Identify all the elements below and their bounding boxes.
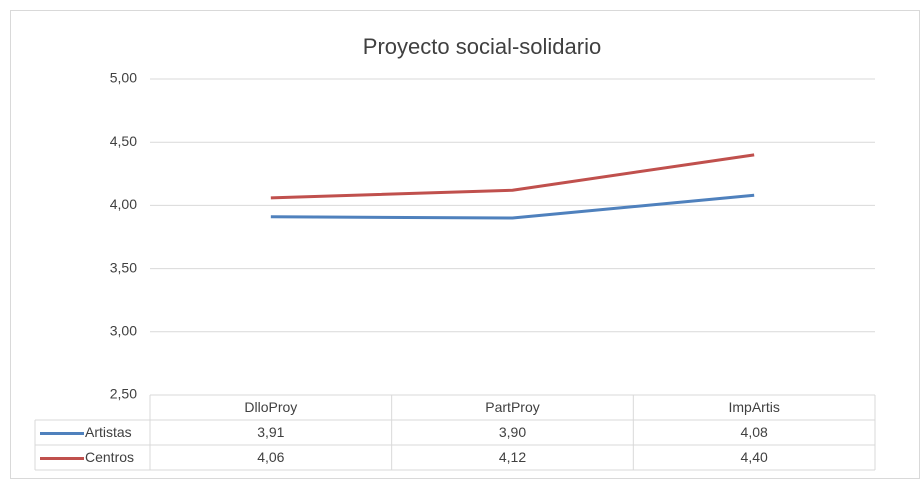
legend-label: Artistas [85,424,132,440]
table-value: 4,08 [741,424,768,440]
chart-border [10,10,920,479]
y-tick-label: 2,50 [110,386,137,402]
series-line [270,193,755,220]
x-tick-label: PartProy [485,399,539,415]
table-value: 4,12 [499,449,526,465]
chart-title: Proyecto social-solidario [363,34,601,59]
table-value: 3,90 [499,424,526,440]
table-value: 3,91 [257,424,284,440]
y-tick-label: 3,50 [110,259,137,275]
table-value: 4,06 [257,449,284,465]
x-tick-label: DlloProy [244,399,297,415]
y-tick-label: 3,00 [110,323,137,339]
table-value: 4,40 [741,449,768,465]
series-line [270,153,755,200]
legend-label: Centros [85,449,134,465]
y-tick-label: 4,00 [110,196,137,212]
y-tick-label: 5,00 [110,70,137,86]
y-tick-label: 4,50 [110,133,137,149]
x-tick-label: ImpArtis [728,399,779,415]
